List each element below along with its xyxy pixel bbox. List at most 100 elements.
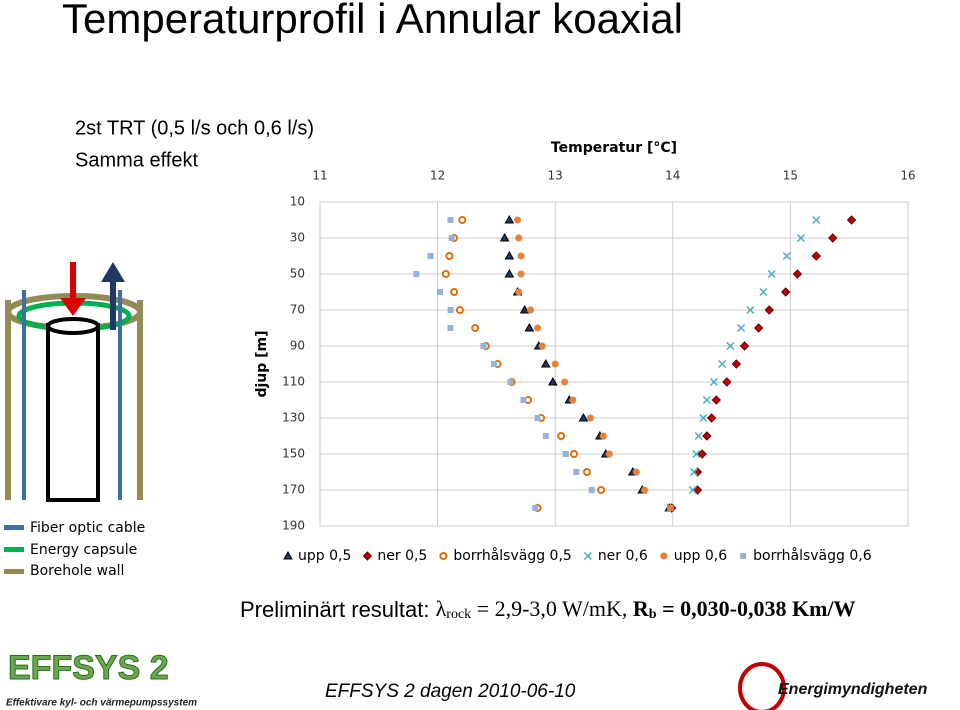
marker [534,324,542,332]
marker [846,215,857,225]
marker [588,487,595,493]
y-tick-label: 50 [290,267,305,281]
marker [413,271,420,277]
result: Preliminärt resultat: λrock = 2,9-3,0 W/… [240,596,856,622]
chart: 11 12 13 14 15 16 10 30 50 70 90 110 130 150 170 190 Tem… [254,140,916,564]
legend-label: upp 0,6 [674,548,727,564]
marker [811,251,821,261]
marker [583,551,592,561]
marker [573,469,580,475]
marker [586,414,594,422]
marker [792,269,803,279]
marker [441,270,450,278]
diagram-legend: Fiber optic cable Energy capsule Borehol… [4,520,145,579]
marker [562,451,569,457]
y-axis-title: djup [m] [254,330,270,397]
marker [746,305,755,315]
marker [557,432,566,440]
marker [447,325,454,331]
marker [517,270,525,278]
diagram-legend-label: Borehole wall [30,563,124,579]
marker [641,486,649,494]
marker [767,269,776,279]
diagram-legend-label: Energy capsule [30,542,137,558]
marker [759,287,768,297]
x-tick-label: 14 [665,169,680,183]
marker [515,288,523,296]
subtitle: 2st TRT (0,5 l/s och 0,6 l/s) [75,117,314,139]
y-tick-label: 30 [290,231,305,245]
marker [471,324,480,332]
marker [660,552,668,560]
y-tick-label: 150 [282,447,305,461]
marker [697,449,707,459]
result-text: b [649,607,657,622]
legend-item: ner 0,5 [362,548,427,564]
marker [722,377,732,387]
legend-label: upp 0,5 [298,548,351,564]
marker [711,395,722,405]
legend-item: upp 0,6 [660,548,727,564]
marker [666,504,674,512]
marker [694,431,703,441]
diagram-legend-label: Fiber optic cable [30,520,145,536]
legend-item: ner 0,6 [583,548,648,564]
y-tick-label: 130 [282,411,305,425]
marker [782,251,791,261]
marker [527,306,535,314]
legend-item: borrhålsvägg 0,6 [740,547,872,564]
logo-right-mark [738,662,786,710]
subtitle: Samma effekt [75,149,198,171]
marker [439,552,448,560]
y-tick-label: 110 [282,375,305,389]
marker [520,397,527,403]
result-text: λ [436,596,447,621]
marker [702,395,711,405]
marker [718,359,727,369]
marker [582,468,591,476]
marker [455,306,464,314]
marker [569,396,577,404]
marker [517,252,525,260]
marker [504,250,515,260]
x-tick-label: 13 [548,169,563,183]
footer: EFFSYS 2 dagen 2010-06-10 [325,681,576,702]
result-text: rock [446,607,471,622]
marker [726,341,735,351]
marker [632,468,640,476]
legend-label: borrhålsvägg 0,6 [753,547,872,564]
marker [688,485,697,495]
y-tick-label: 170 [282,483,305,497]
y-tick-label: 190 [282,519,305,533]
marker [828,233,838,243]
marker [532,505,539,511]
marker [427,253,434,259]
marker [739,341,750,351]
result-text: = 0,030-0,038 Km/W [657,596,856,621]
marker [514,216,522,224]
marker [689,467,698,477]
logo-right: Energimyndigheten [778,681,928,698]
marker [740,553,747,559]
marker [561,378,569,386]
result-text: Preliminärt resultat: [240,597,436,622]
marker [578,412,589,422]
plot-area [319,201,909,527]
marker [524,322,535,332]
logo-left: EFFSYS 2 [8,649,169,687]
marker [699,413,708,423]
marker [796,233,806,243]
marker [731,359,742,369]
logo-left-tagline: Effektivare kyl- och värmepumpssystem [6,698,197,709]
marker [447,217,454,223]
marker [538,342,546,350]
marker [504,214,515,224]
marker [706,413,717,423]
marker [445,252,454,260]
borehole-illustration [5,262,143,502]
marker [507,379,514,385]
result-text: R [633,596,650,621]
result-text: = 2,9-3,0 W/mK, [471,596,633,621]
y-tick-label: 90 [290,339,305,353]
